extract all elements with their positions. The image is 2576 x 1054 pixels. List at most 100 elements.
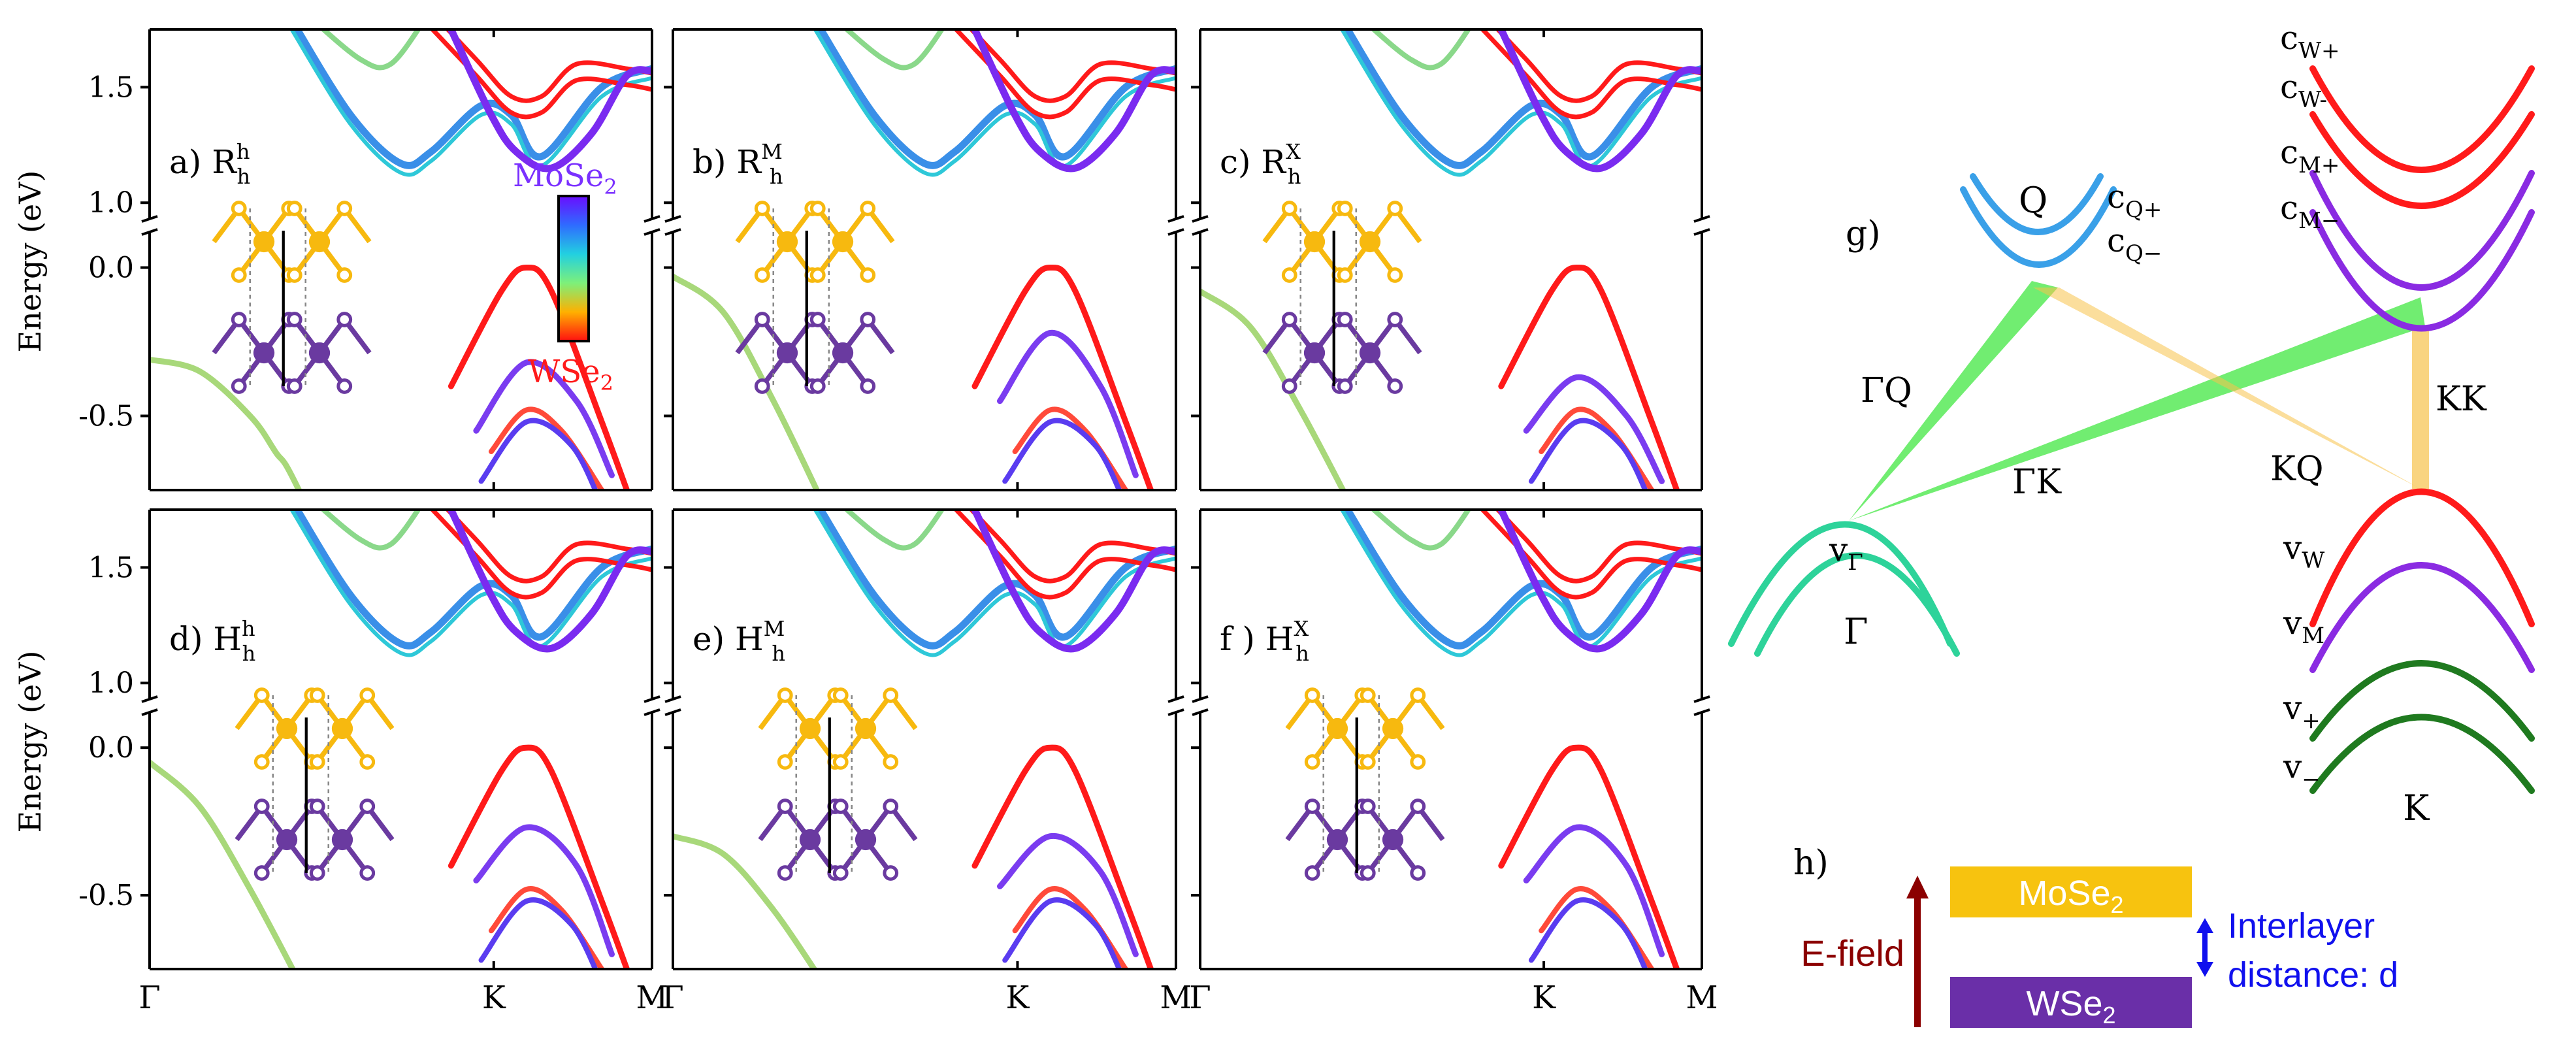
lattice-d-wse2 [235,799,395,881]
q-valley-band-1 [293,510,652,650]
q-valley-band-2 [813,29,1176,177]
axis-break-top-0 [141,215,158,223]
axis-break-top-0 [141,695,158,703]
axis-break-top-0 [664,215,681,223]
axis-break-bottom-0 [664,228,681,236]
axis-break-top-1 [1167,215,1184,223]
k-cond-w-minus [2309,111,2535,209]
lattice-e-wse2 [758,799,918,881]
k-valence-extra-0 [1539,886,1655,969]
lattice-c-wse2 [1262,312,1422,394]
k-valley-band-w1 [968,510,1176,584]
series--valence [150,759,296,969]
series-k-valence-w [448,264,630,490]
lattice-e-mose2 [758,687,918,770]
xtick-label-2: M [1160,980,1192,1016]
axis-break-bottom-1 [1167,228,1184,236]
axis-break-bottom-1 [1167,708,1184,716]
transition-gamma-k-label: ΓK [2012,463,2062,502]
k-val-w [2309,488,2535,627]
q-band-upper [1960,186,2117,268]
distance-arrowhead-up [2196,918,2213,933]
mose2-layer-label: MoSe2 [2018,874,2123,918]
lattice-f-mose2 [1285,687,1445,770]
valence-label-3: v+ [2283,689,2321,734]
axis-break-top-1 [644,215,660,223]
axis-break-top-1 [1167,695,1184,703]
valence-label-4: v− [2283,748,2321,793]
k-val-minus [2309,714,2535,794]
q-valley-band-1 [1343,29,1702,169]
k-valence-extra-0 [488,886,605,969]
panel-c-bands [1200,29,1702,490]
k-valence-extra-0 [1539,406,1655,490]
q-valley-band-2 [813,510,1176,657]
k-valence-extra-0 [1012,406,1128,490]
conduction-label-0: cQ+ [2107,178,2162,223]
ytick-label-top-1: 1.5 [88,71,134,104]
panel-label-f: f ) HX h [1220,616,1309,666]
panel-f-bands [1339,510,1702,969]
q-valley-band-2 [1339,29,1702,177]
panel-c: c) RX h [1191,28,1710,491]
panel-label-a: a) Rh h [169,139,250,189]
ytick-label-bottom-1: 0.0 [88,251,134,284]
k-valley-band-mo [1497,29,1702,173]
valley-q-label: Q [2019,180,2047,221]
k-valley-band-w2 [429,510,652,600]
colorbar: MoSe2 WSe2 [513,157,617,395]
k-valley-band-mo [447,510,652,653]
q-valley-band-2 [289,29,652,177]
k-cond-m-plus [2309,170,2535,291]
axis-break-top-0 [664,695,681,703]
y-axis-label-top: Energy (eV) [12,171,48,353]
ytick-label-top-1: 1.5 [88,551,134,584]
k-valley-band-w2 [953,29,1176,120]
q-band-lower [1970,173,2104,235]
valley-k-label: K [2403,787,2430,829]
valence-label-0: vΓ [1829,531,1863,576]
schematic-h: h) MoSe2 WSe2 E-field Interlayer distanc… [1793,844,2398,1029]
wse2-layer [1950,977,2192,1028]
ytick-label-top-0: 1.0 [88,186,134,220]
ytick-label-bottom-1: 0.0 [88,731,134,765]
lattice-b-mose2 [735,201,895,283]
q-valley-band-1 [816,510,1176,650]
axis-break-top-0 [1192,695,1209,703]
schematic-g: g) Q Γ K cQ+cQ− cW+cW-cM+ cM− vΓ vW vM v+ v− ΓQ… [1728,19,2535,829]
panel-label-c: c) RX h [1220,139,1301,189]
panel-e: Γ K Me) HM h [662,508,1192,1016]
lattice-e [758,687,918,881]
ytick-label-bottom-0: -0.5 [78,399,134,433]
axis-break-bottom-0 [1192,708,1209,716]
q-upper-band [319,29,421,71]
axis-break-top-1 [1693,695,1710,703]
k-val-plus [2309,660,2535,742]
series-k-valence-w [971,264,1154,490]
colorbar-bottom-label: WSe2 [528,354,613,395]
q-upper-band [1369,29,1472,71]
lattice-d [235,687,395,881]
panel-a: 1.0 1.5 -0.5 0.0 a) Rh h [78,28,660,491]
k-valence-extra-1 [478,418,598,490]
lattice-a-mose2 [212,201,372,283]
axis-break-bottom-1 [1693,228,1710,236]
mose2-layer [1950,866,2192,917]
k-valley-band-w1 [1494,29,1702,103]
xtick-label-2: M [636,980,668,1016]
lattice-a [212,201,372,394]
k-valley-band-mo [1497,510,1702,653]
panel-label-e: e) HM h [693,616,785,666]
series--valence [673,273,821,490]
series--valence [673,833,818,969]
xtick-label-1: K [1006,980,1030,1016]
conduction-label-3: cW- [2280,68,2327,113]
conduction-label-1: cQ− [2107,222,2162,267]
conduction-label-4: cM+ [2280,133,2340,178]
lattice-f-wse2 [1285,799,1445,881]
k-valence-extra-1 [1528,897,1648,969]
series-k-valence-w [1498,744,1680,969]
q-upper-band [843,29,945,71]
q-valley-band-1 [1343,510,1702,650]
k-valley-band-mo [447,29,652,173]
